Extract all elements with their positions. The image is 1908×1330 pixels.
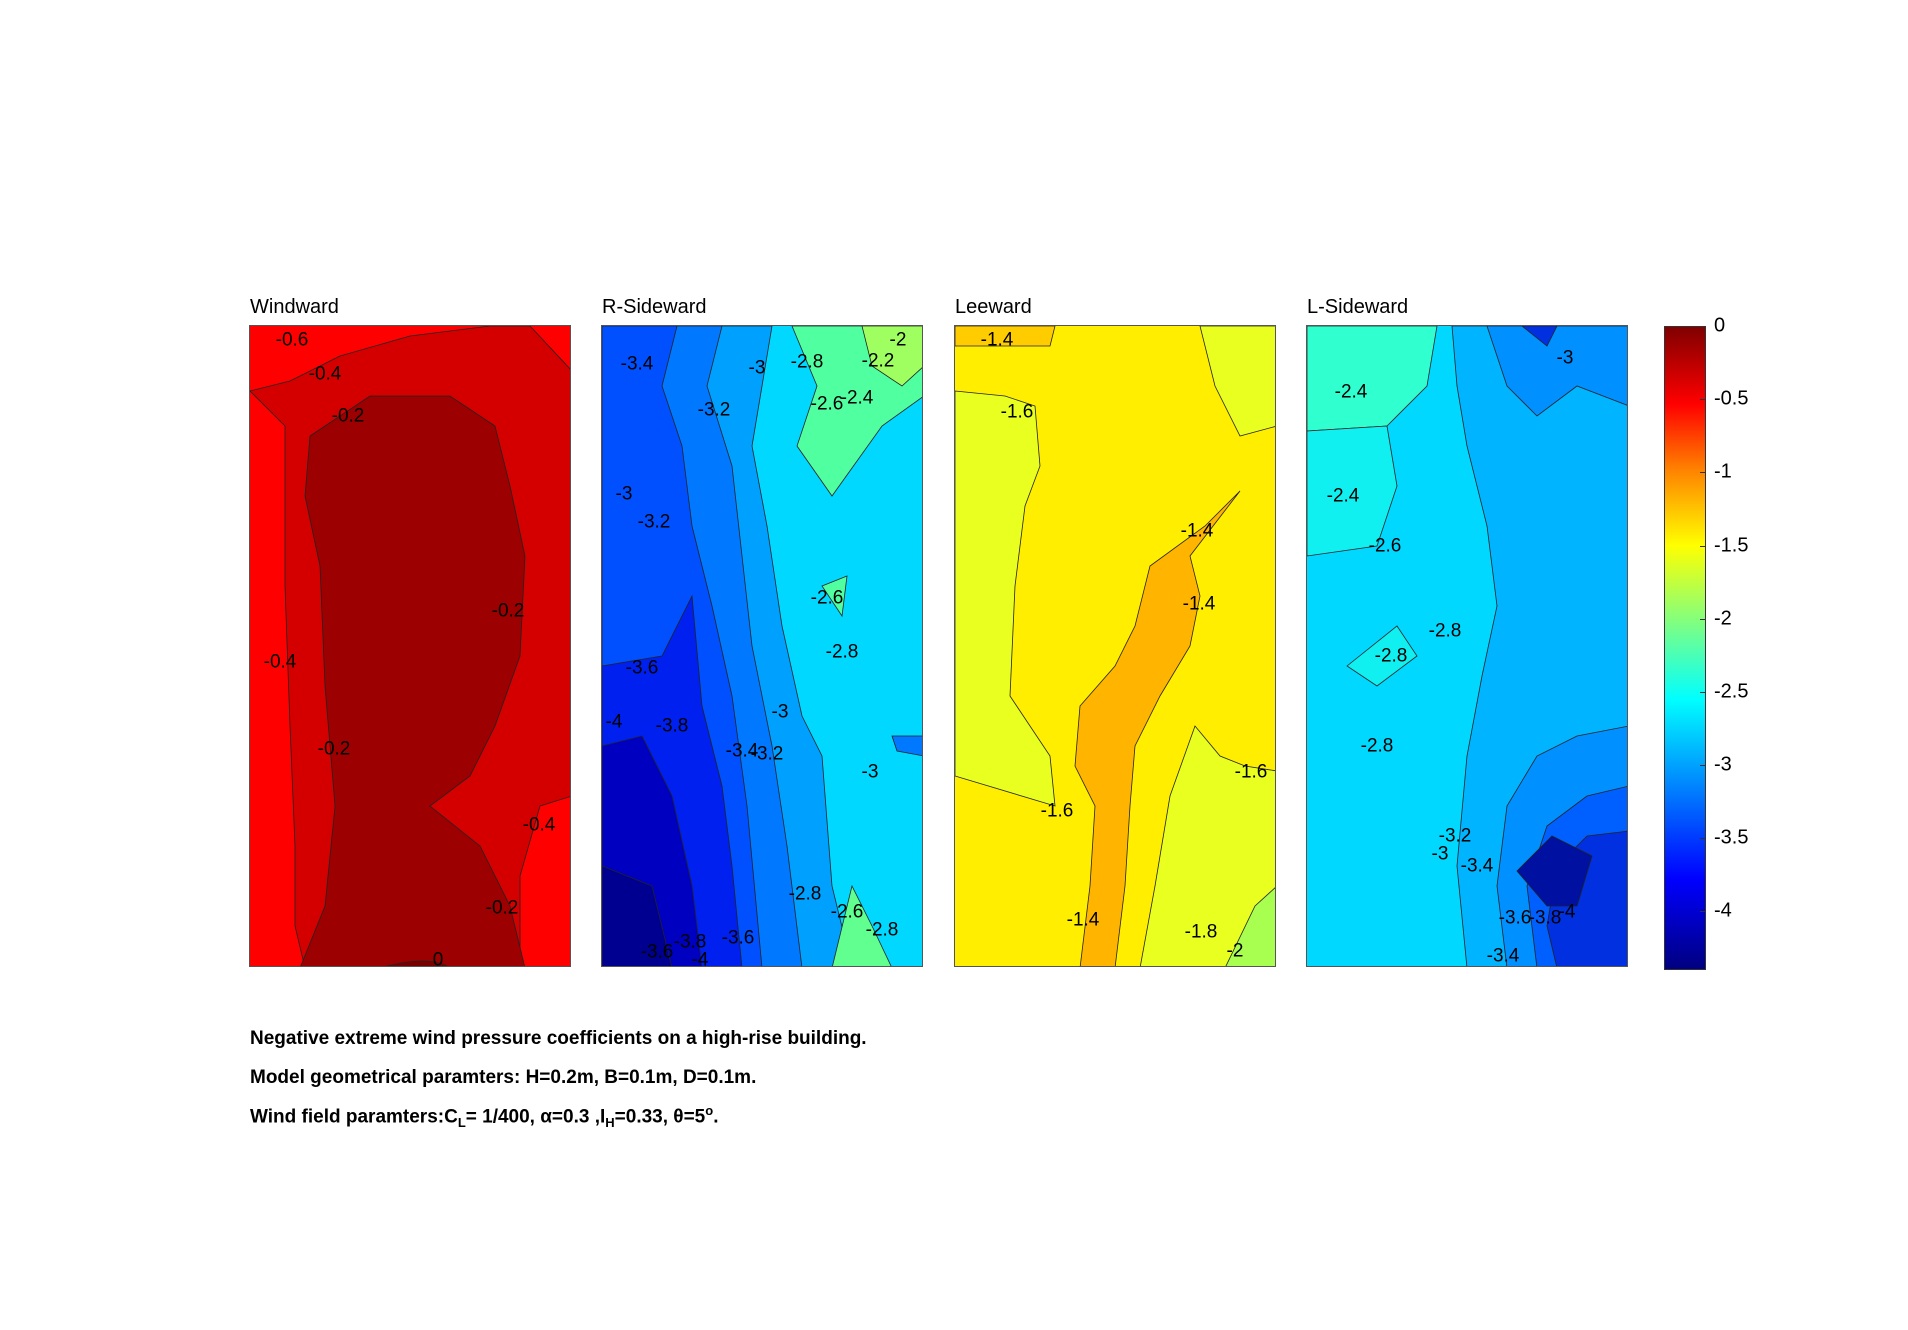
contour-label: -2.8 — [790, 351, 824, 373]
contour-label: -0.4 — [522, 814, 556, 836]
contour-label: -2.8 — [865, 919, 899, 941]
contour-label: -3.8 — [655, 715, 689, 737]
contour-label: -3.4 — [1486, 945, 1520, 967]
colorbar-tick-mark — [1700, 545, 1706, 547]
contour-label: -1.4 — [1182, 593, 1216, 615]
contour-label: -0.2 — [491, 600, 525, 622]
contour-label: -2.4 — [1326, 485, 1360, 507]
contour-label: -0.2 — [331, 405, 365, 427]
contour-label: -2 — [889, 329, 907, 351]
caption-line-3: Wind field paramters:CL= 1/400, α=0.3 ,I… — [250, 1103, 718, 1130]
colorbar-tick-label: -0.5 — [1714, 387, 1749, 410]
caption-sub-l: L — [457, 1115, 466, 1131]
colorbar-tick-mark — [1700, 618, 1706, 620]
colorbar-tick-mark — [1700, 399, 1706, 401]
contour-label: -3.2 — [750, 743, 784, 765]
contour-label: -3.6 — [1498, 907, 1532, 929]
contour-svg-l-sideward — [1307, 326, 1627, 966]
contour-label: -3 — [615, 483, 633, 505]
contour-label: -3.8 — [1528, 907, 1562, 929]
contour-svg-r-sideward — [602, 326, 922, 966]
caption-line-1: Negative extreme wind pressure coefficie… — [250, 1028, 867, 1049]
colorbar-tick-mark — [1700, 911, 1706, 913]
colorbar-tick-mark — [1700, 472, 1706, 474]
contour-label: -3.4 — [620, 353, 654, 375]
contour-label: -1.6 — [1040, 800, 1074, 822]
colorbar-tick-mark — [1700, 838, 1706, 840]
contour-label: -2.2 — [861, 350, 895, 372]
colorbar-tick-mark — [1700, 691, 1706, 693]
contour-label: -1.8 — [1184, 921, 1218, 943]
contour-label: -2.6 — [830, 901, 864, 923]
caption-sup-o: o — [705, 1103, 714, 1118]
colorbar-tick-mark — [1700, 765, 1706, 767]
panel-title-leeward: Leeward — [955, 296, 1032, 318]
contour-label: -2.6 — [1368, 535, 1402, 557]
contour-label: -2.4 — [840, 387, 874, 409]
contour-label: -3 — [1556, 347, 1574, 369]
contour-label: -0.2 — [485, 897, 519, 919]
contour-label: -2.6 — [810, 393, 844, 415]
contour-label: -3.4 — [1460, 855, 1494, 877]
contour-label: -3 — [1431, 843, 1449, 865]
colorbar-tick-label: -1.5 — [1714, 534, 1749, 557]
contour-label: -1.6 — [1234, 761, 1268, 783]
contour-label: -3.6 — [721, 927, 755, 949]
colorbar-tick-label: -3 — [1714, 753, 1732, 776]
contour-label: -0.4 — [308, 363, 342, 385]
contour-label: -3 — [861, 761, 879, 783]
caption-line-3-mid: = 1/400, α=0.3 ,I — [465, 1106, 606, 1128]
contour-label: -0.2 — [317, 738, 351, 760]
colorbar-tick-label: -2.5 — [1714, 680, 1749, 703]
contour-label: -3.6 — [625, 657, 659, 679]
contour-svg-windward — [250, 326, 570, 966]
contour-label: 0 — [432, 949, 444, 967]
colorbar-tick-label: -3.5 — [1714, 826, 1749, 849]
colorbar-tick-label: -2 — [1714, 607, 1732, 630]
contour-label: -1.6 — [1000, 401, 1034, 423]
contour-label: -2.4 — [1334, 381, 1368, 403]
contour-panel-windward: -0.6 -0.4 -0.2 -0.2 -0.4 -0.2 -0.4 -0.2 … — [249, 325, 571, 967]
contour-panel-l-sideward: -3 -2.4 -2.4 -2.6 -2.8 -2.8 -2.8 -3.2 -3… — [1306, 325, 1628, 967]
contour-label: -4 — [691, 949, 709, 967]
contour-label: -3.2 — [697, 399, 731, 421]
contour-label: -3 — [748, 357, 766, 379]
contour-label: -2.8 — [1360, 735, 1394, 757]
colorbar-tick-mark — [1700, 326, 1706, 327]
contour-label: -2.8 — [1428, 620, 1462, 642]
caption-sub-h: H — [605, 1115, 615, 1131]
contour-label: -3.4 — [725, 740, 759, 762]
contour-label: -3.2 — [637, 511, 671, 533]
contour-label: -3.2 — [1438, 825, 1472, 847]
contour-label: -0.6 — [275, 329, 309, 351]
contour-label: -1.4 — [980, 329, 1014, 351]
contour-label: -2 — [1226, 940, 1244, 962]
contour-svg-leeward — [955, 326, 1275, 966]
colorbar-tick-label: -1 — [1714, 460, 1732, 483]
caption-line-3-end: . — [713, 1106, 719, 1128]
contour-panel-r-sideward: -3.4 -3 -2.8 -2.2 -2 -3.2 -2.6 -2.4 -3 -… — [601, 325, 923, 967]
contour-label: -2.6 — [810, 587, 844, 609]
contour-panel-leeward: -1.4 -1.6 -1.4 -1.4 -1.6 -1.6 -1.4 -1.8 … — [954, 325, 1276, 967]
panel-title-r-sideward: R-Sideward — [602, 296, 707, 318]
contour-label: -2.8 — [825, 641, 859, 663]
contour-label: -0.4 — [263, 651, 297, 673]
contour-label: -3.8 — [673, 931, 707, 953]
caption-line-2: Model geometrical paramters: H=0.2m, B=0… — [250, 1067, 757, 1088]
colorbar — [1664, 326, 1706, 970]
contour-label: -2.8 — [1374, 645, 1408, 667]
panel-title-windward: Windward — [250, 296, 339, 318]
caption-line-3-rest: =0.33, θ=5 — [614, 1106, 706, 1128]
colorbar-tick-label: 0 — [1714, 314, 1726, 337]
panel-title-l-sideward: L-Sideward — [1307, 296, 1409, 318]
contour-label: -1.4 — [1180, 520, 1214, 542]
contour-label: -2.8 — [788, 883, 822, 905]
contour-label: -1.4 — [1066, 909, 1100, 931]
contour-label: -4 — [1558, 901, 1576, 923]
caption-line-3-prefix: Wind field paramters:C — [250, 1106, 458, 1128]
contour-label: -3 — [771, 701, 789, 723]
colorbar-tick-label: -4 — [1714, 899, 1732, 922]
contour-label: -3.6 — [640, 941, 674, 963]
contour-label: -4 — [605, 711, 623, 733]
